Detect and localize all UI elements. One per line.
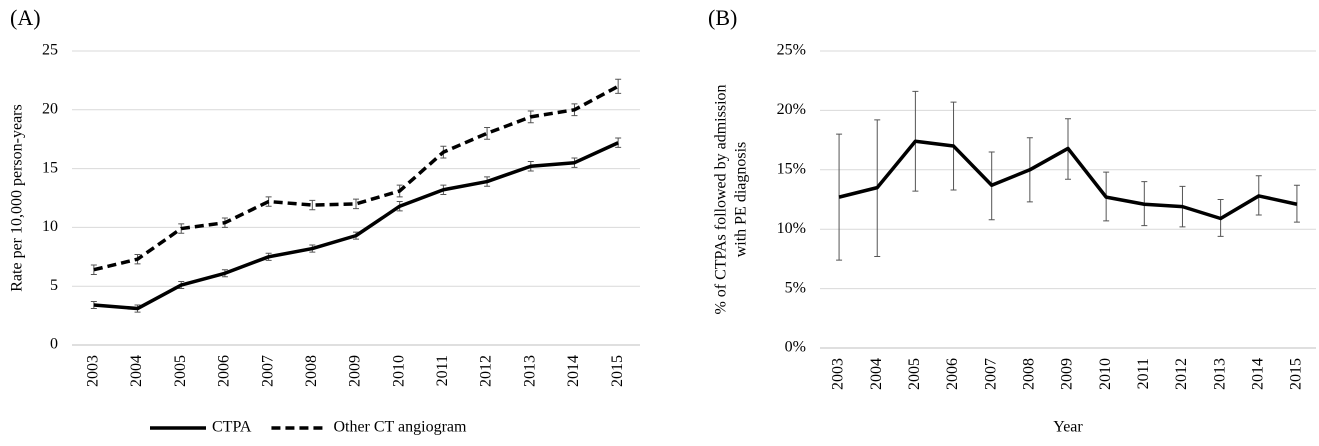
y-tick-label: 0% bbox=[785, 339, 806, 356]
panel-label: (A) bbox=[10, 5, 41, 30]
x-tick-label: 2006 bbox=[944, 358, 961, 390]
x-tick-label: 2013 bbox=[521, 355, 538, 387]
x-tick-label: 2006 bbox=[216, 355, 233, 387]
x-tick-label: 2013 bbox=[1211, 358, 1228, 390]
series-line bbox=[93, 141, 619, 311]
error-bar bbox=[353, 198, 359, 210]
y-tick-label: 25 bbox=[42, 42, 58, 59]
x-tick-label: 2003 bbox=[830, 358, 847, 390]
x-tick-label: 2009 bbox=[1059, 358, 1076, 390]
x-axis-title: Year bbox=[1053, 419, 1083, 436]
x-tick-label: 2008 bbox=[303, 355, 320, 387]
y-tick-label: 15% bbox=[777, 160, 806, 177]
error-bar bbox=[615, 137, 622, 148]
y-tick-label: 5 bbox=[50, 277, 58, 294]
y-tick-label: 10% bbox=[777, 220, 806, 237]
x-tick-label: 2011 bbox=[1135, 358, 1152, 389]
error-bar bbox=[309, 199, 316, 211]
y-axis-title: Rate per 10,000 person-years bbox=[9, 104, 26, 292]
y-tick-label: 25% bbox=[777, 42, 806, 59]
y-axis-title: with PE diagnosis bbox=[733, 142, 750, 258]
x-tick-label: 2015 bbox=[609, 355, 626, 387]
y-tick-label: 15 bbox=[42, 159, 58, 176]
series-line bbox=[838, 139, 1298, 221]
legend-label: Other CT angiogram bbox=[333, 419, 467, 436]
y-tick-label: 0 bbox=[50, 336, 58, 353]
y-tick-label: 5% bbox=[785, 279, 806, 296]
x-tick-label: 2007 bbox=[259, 355, 276, 387]
x-tick-label: 2014 bbox=[565, 355, 582, 387]
y-axis-title: % of CTPAs followed by admission bbox=[713, 84, 730, 314]
x-tick-label: 2009 bbox=[347, 355, 364, 387]
error-bar bbox=[615, 78, 622, 94]
y-tick-label: 20 bbox=[42, 100, 58, 117]
x-tick-label: 2003 bbox=[85, 355, 102, 387]
panel-label: (B) bbox=[708, 5, 737, 30]
y-tick-label: 10 bbox=[42, 218, 58, 235]
error-bar bbox=[484, 126, 491, 140]
series-line bbox=[93, 84, 619, 272]
x-tick-label: 2012 bbox=[1173, 358, 1190, 390]
x-tick-label: 2010 bbox=[1097, 358, 1114, 390]
x-tick-label: 2012 bbox=[478, 355, 495, 387]
x-tick-label: 2005 bbox=[906, 358, 923, 390]
y-tick-label: 20% bbox=[777, 101, 806, 118]
x-tick-label: 2008 bbox=[1021, 358, 1038, 390]
x-tick-label: 2004 bbox=[868, 358, 885, 390]
x-tick-label: 2015 bbox=[1288, 358, 1305, 390]
x-tick-label: 2010 bbox=[390, 355, 407, 387]
x-tick-label: 2007 bbox=[982, 358, 999, 390]
x-tick-label: 2011 bbox=[434, 355, 451, 386]
x-tick-label: 2004 bbox=[128, 355, 145, 387]
legend-label: CTPA bbox=[212, 419, 252, 436]
x-tick-label: 2005 bbox=[172, 355, 189, 387]
x-tick-label: 2014 bbox=[1249, 358, 1266, 390]
